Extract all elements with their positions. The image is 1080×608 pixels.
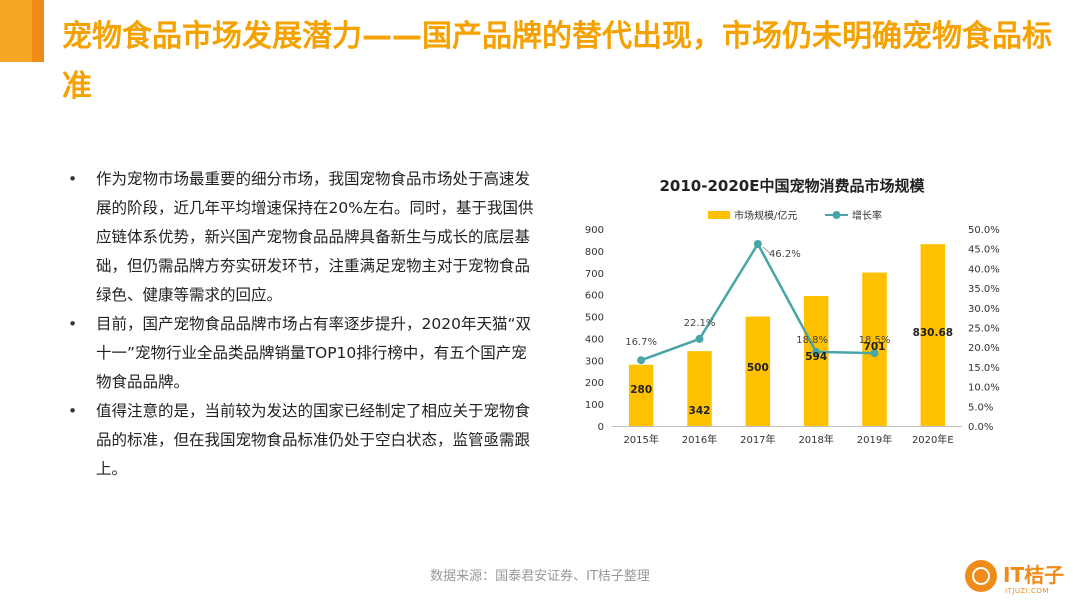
y-right-tick-label: 35.0%: [968, 284, 1000, 295]
x-tick-label: 2019年: [857, 433, 892, 446]
bar: [745, 316, 771, 426]
y-left-tick-label: 800: [585, 247, 604, 258]
y-right-tick-label: 40.0%: [968, 264, 1000, 275]
y-left-tick-label: 700: [585, 269, 604, 280]
growth-rate-point: [637, 356, 646, 365]
y-right-tick-label: 25.0%: [968, 324, 1000, 335]
bar: [803, 295, 829, 426]
y-right-tick-label: 20.0%: [968, 343, 1000, 354]
y-left-tick-label: 500: [585, 313, 604, 324]
y-right-tick-label: 15.0%: [968, 363, 1000, 374]
x-tick-label: 2016年: [682, 433, 717, 446]
y-left-tick-label: 600: [585, 291, 604, 302]
bullet-list: 作为宠物市场最重要的细分市场，我国宠物食品市场处于高速发展的阶段，近几年平均增速…: [68, 165, 538, 484]
growth-rate-label: 22.1%: [684, 318, 716, 329]
bar: [687, 351, 712, 426]
y-left-tick-label: 400: [585, 334, 604, 345]
legend-label-line: 增长率: [852, 209, 882, 222]
x-tick-label: 2020年E: [912, 433, 954, 446]
growth-rate-point: [812, 347, 821, 356]
logo-domain: ITJUZI.COM: [1005, 587, 1049, 595]
y-left-tick-label: 300: [585, 356, 604, 367]
y-left-tick-label: 0: [598, 422, 604, 433]
y-right-tick-label: 5.0%: [968, 402, 993, 413]
legend-swatch-bar: [708, 211, 730, 219]
y-right-tick-label: 50.0%: [968, 225, 1000, 236]
label-leader-line: [762, 246, 771, 254]
growth-rate-label: 18.8%: [796, 335, 828, 346]
orange-logo-icon: [965, 560, 997, 592]
x-tick-label: 2018年: [798, 433, 833, 446]
growth-rate-label: 46.2%: [769, 249, 801, 260]
growth-rate-label: 18.5%: [859, 335, 891, 346]
bullet-item: 作为宠物市场最重要的细分市场，我国宠物食品市场处于高速发展的阶段，近几年平均增速…: [68, 165, 538, 310]
y-left-tick-label: 100: [585, 400, 604, 411]
growth-rate-point: [753, 239, 762, 248]
bar-value-label: 500: [747, 362, 769, 374]
page-title: 宠物食品市场发展潜力——国产品牌的替代出现，市场仍未明确宠物食品标准: [62, 19, 1052, 104]
bar-value-label: 701: [864, 341, 886, 353]
title-accent-bar: [0, 0, 44, 62]
logo-name: IT桔子: [1003, 563, 1065, 587]
y-right-tick-label: 30.0%: [968, 304, 1000, 315]
bar-value-label: 594: [805, 351, 827, 363]
bar: [628, 364, 654, 426]
logo: IT桔子 ITJUZI.COM: [965, 558, 1075, 602]
y-right-tick-label: 0.0%: [968, 422, 993, 433]
y-left-tick-label: 900: [585, 225, 604, 236]
bar-value-label: 342: [689, 405, 711, 417]
data-source: 数据来源：国泰君安证券、IT桔子整理: [430, 569, 650, 584]
y-right-tick-label: 10.0%: [968, 383, 1000, 394]
x-tick-label: 2017年: [740, 433, 775, 446]
chart-title: 2010-2020E中国宠物消费品市场规模: [660, 177, 926, 195]
y-right-tick-label: 45.0%: [968, 245, 1000, 256]
legend-marker-line: [832, 211, 841, 219]
growth-rate-point: [870, 349, 879, 358]
x-tick-label: 2015年: [623, 433, 658, 446]
bar-value-label: 280: [630, 384, 652, 396]
bar-value-label: 830.68: [913, 327, 954, 339]
legend-label-bar: 市场规模/亿元: [734, 209, 797, 222]
growth-rate-point: [695, 334, 704, 343]
bullet-item: 目前，国产宠物食品品牌市场占有率逐步提升，2020年天猫“双十一”宠物行业全品类…: [68, 310, 538, 397]
bullet-item: 值得注意的是，当前较为发达的国家已经制定了相应关于宠物食品的标准，但在我国宠物食…: [68, 397, 538, 484]
bar: [920, 244, 946, 426]
y-left-tick-label: 200: [585, 378, 604, 389]
growth-rate-label: 16.7%: [625, 337, 657, 348]
